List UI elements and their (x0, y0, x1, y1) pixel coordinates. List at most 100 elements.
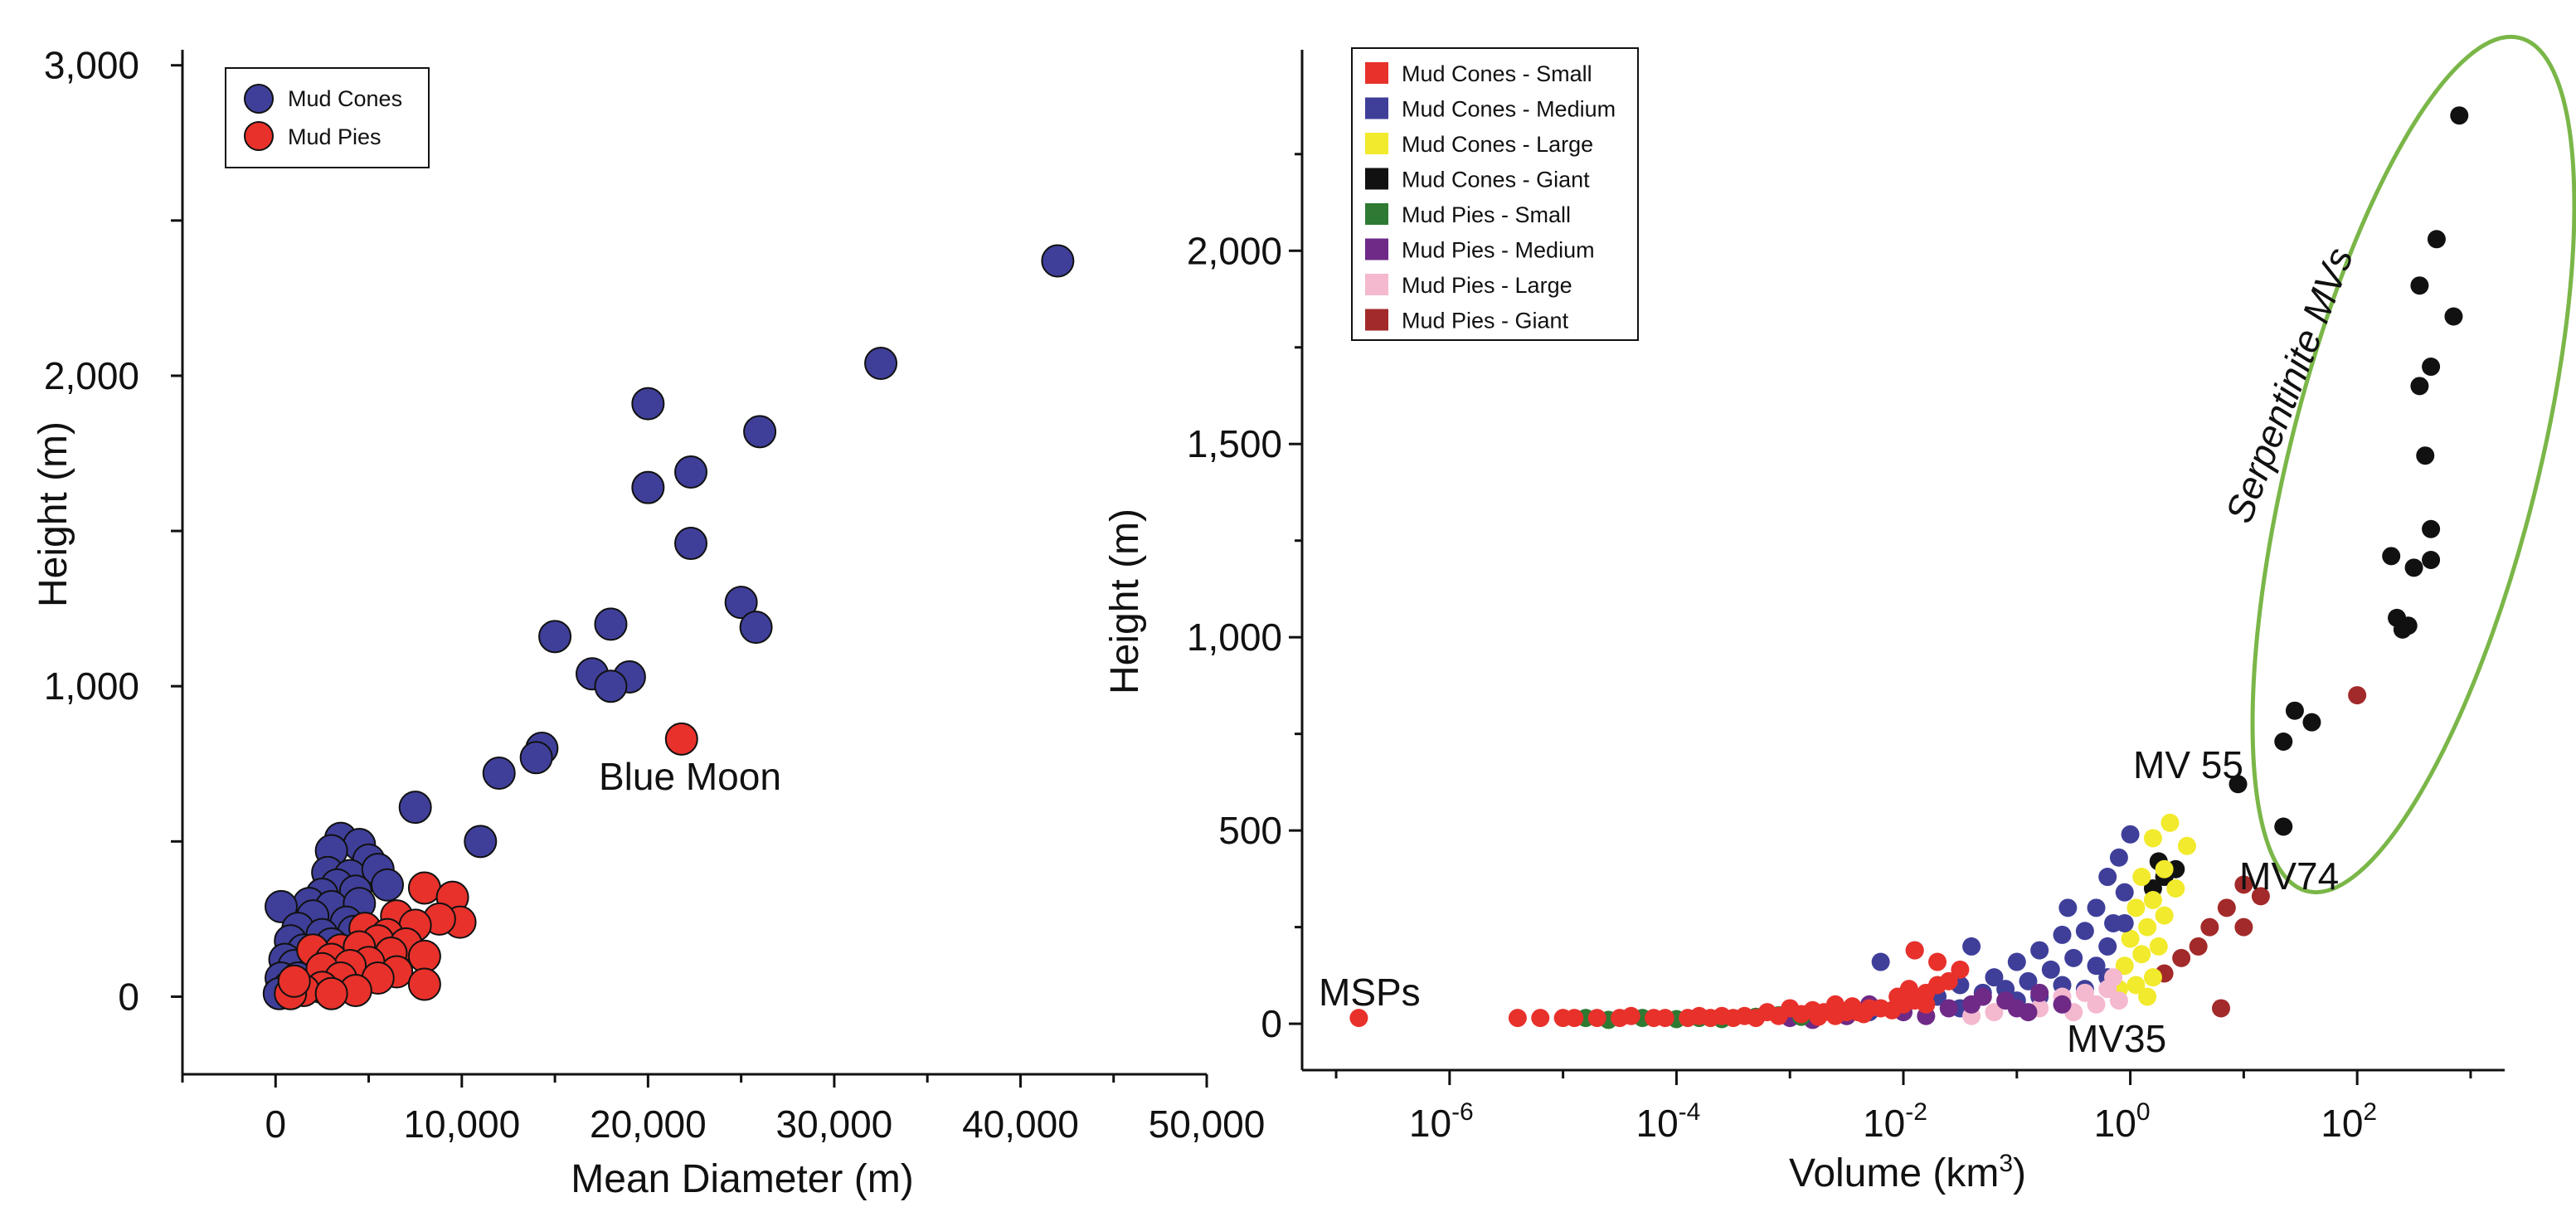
point-mud-cones-medium (2087, 956, 2106, 976)
point-mud-cones-large (2143, 968, 2162, 987)
point-mud-cones-giant (2450, 106, 2469, 125)
point-mud-cones-large (2138, 987, 2157, 1006)
point-mud-cones-medium (1985, 968, 2004, 987)
left-x-tick-label: 10,000 (403, 1102, 520, 1146)
legend-swatch-mud-pies-large (1365, 274, 1388, 295)
point-mud-cones (398, 791, 432, 825)
point-mud-cones-large (2126, 898, 2146, 917)
legend-swatch-mud-pies-giant (1365, 309, 1388, 331)
msps-label: MSPs (1319, 971, 1421, 1014)
point-mud-cones-giant (2285, 701, 2304, 720)
point-mud-cones (674, 455, 708, 489)
legend-label-mud-cones-small: Mud Cones - Small (1402, 61, 1592, 86)
point-mud-cones-giant (2410, 276, 2429, 295)
point-mud-cones (674, 527, 708, 561)
point-mud-cones-large (2126, 976, 2146, 995)
left-scatter-chart: 0 1,000 2,000 3,000 0 10,000 20,000 30,000 40,0… (32, 44, 1265, 1201)
point-mud-cones-large (2155, 906, 2174, 925)
point-mud-pies-medium (2019, 1003, 2038, 1022)
point-mud-pies (277, 964, 311, 998)
legend-label-mud-pies-large: Mud Pies - Large (1402, 273, 1572, 298)
right-y-axis-label: Height (m) (1103, 509, 1147, 694)
left-points-group (262, 244, 1075, 1010)
point-mud-cones-giant (2399, 616, 2418, 635)
point-mud-cones (743, 415, 777, 449)
point-mud-cones-small (1565, 1009, 1584, 1028)
left-y-tick-label: 2,000 (44, 354, 139, 397)
point-mud-pies-medium (2030, 983, 2049, 1002)
point-mud-cones-medium (2007, 952, 2026, 971)
point-mud-pies-giant (2234, 875, 2253, 894)
right-x-tick-label: 10-4 (1636, 1098, 1700, 1145)
point-mud-pies (664, 722, 698, 756)
point-mud-cones (864, 346, 898, 380)
legend-label-mud-cones-large: Mud Cones - Large (1402, 132, 1593, 157)
point-mud-cones-medium (1871, 952, 1890, 971)
right-x-tick-label: 10-2 (1863, 1098, 1927, 1145)
legend-label-mud-pies-small: Mud Pies - Small (1402, 202, 1571, 227)
point-mud-cones-giant (2228, 775, 2248, 794)
point-mud-cones-giant (2302, 713, 2321, 732)
point-mud-cones-small (1917, 995, 1936, 1014)
point-mud-cones (482, 756, 516, 790)
point-mud-cones-small (1939, 971, 1958, 990)
point-mud-cones-small (1655, 1009, 1674, 1028)
point-mud-cones-small (1825, 995, 1845, 1014)
legend-swatch-mud-cones-small (1365, 62, 1388, 84)
legend-label-mud-pies-giant: Mud Pies - Giant (1402, 309, 1569, 333)
point-mud-cones (724, 586, 758, 620)
point-mud-cones-giant (2422, 551, 2441, 569)
point-mud-cones-medium (2053, 925, 2072, 944)
point-mud-cones-medium (2019, 971, 2038, 990)
point-mud-pies (314, 976, 348, 1010)
point-mud-pies-giant (2251, 887, 2270, 906)
point-mud-pies-giant (2189, 937, 2208, 956)
right-y-tick-label: 1,500 (1187, 422, 1282, 465)
point-mud-cones-medium (2075, 922, 2094, 941)
point-mud-pies (407, 871, 441, 905)
point-mud-pies-giant (2234, 917, 2253, 937)
point-mud-cones-small (1531, 1009, 1550, 1028)
point-mud-cones-giant (2410, 377, 2429, 396)
point-mud-cones-small (1905, 941, 1924, 960)
point-mud-cones-medium (2041, 960, 2060, 979)
point-mud-cones-giant (2422, 358, 2441, 377)
point-mud-cones-large (2115, 956, 2134, 976)
legend-label-mud-cones: Mud Cones (288, 86, 402, 111)
point-mud-cones (371, 868, 404, 902)
point-mud-pies-large (2104, 968, 2123, 987)
legend-swatch-mud-cones-giant (1365, 168, 1388, 190)
mv55-label: MV 55 (2133, 743, 2243, 786)
left-x-tick-label: 20,000 (590, 1102, 707, 1146)
point-mud-cones (594, 607, 628, 641)
legend-label-mud-pies-medium: Mud Pies - Medium (1402, 238, 1595, 263)
legend-swatch-mud-pies-small (1365, 203, 1388, 225)
point-mud-cones-medium (2098, 937, 2117, 956)
point-mud-cones-medium (2030, 941, 2049, 960)
point-mud-cones (519, 741, 553, 775)
point-mud-pies-giant (2217, 898, 2236, 917)
legend-label-mud-cones-giant: Mud Cones - Giant (1402, 168, 1590, 192)
point-mud-pies-medium (2053, 995, 2072, 1014)
point-mud-cones-giant (2416, 446, 2435, 465)
serpentinite-envelope (2250, 34, 2576, 895)
legend-marker-mud-cones (244, 84, 274, 114)
point-mud-pies-giant (2200, 917, 2219, 937)
point-mud-cones-small (1508, 1009, 1527, 1028)
point-mud-cones-small (1587, 1009, 1606, 1028)
right-points-group (1349, 106, 2469, 1029)
point-mud-cones-small (1689, 1006, 1708, 1025)
right-x-axis-label: Volume (km3) (1789, 1150, 2026, 1195)
left-y-tick-label: 3,000 (44, 44, 139, 87)
left-x-tick-label: 50,000 (1149, 1102, 1266, 1146)
point-mud-cones-large (2143, 891, 2162, 909)
point-mud-cones-medium (2115, 883, 2134, 902)
point-mud-cones-small (1888, 987, 1908, 1006)
left-y-axis-label: Height (m) (32, 421, 75, 607)
point-mud-pies-giant (2212, 999, 2231, 1018)
point-mud-cones-small (1809, 1007, 1828, 1026)
point-mud-pies-large (2109, 991, 2128, 1010)
point-mud-cones (1041, 244, 1075, 278)
right-y-tick-label: 2,000 (1187, 229, 1282, 272)
